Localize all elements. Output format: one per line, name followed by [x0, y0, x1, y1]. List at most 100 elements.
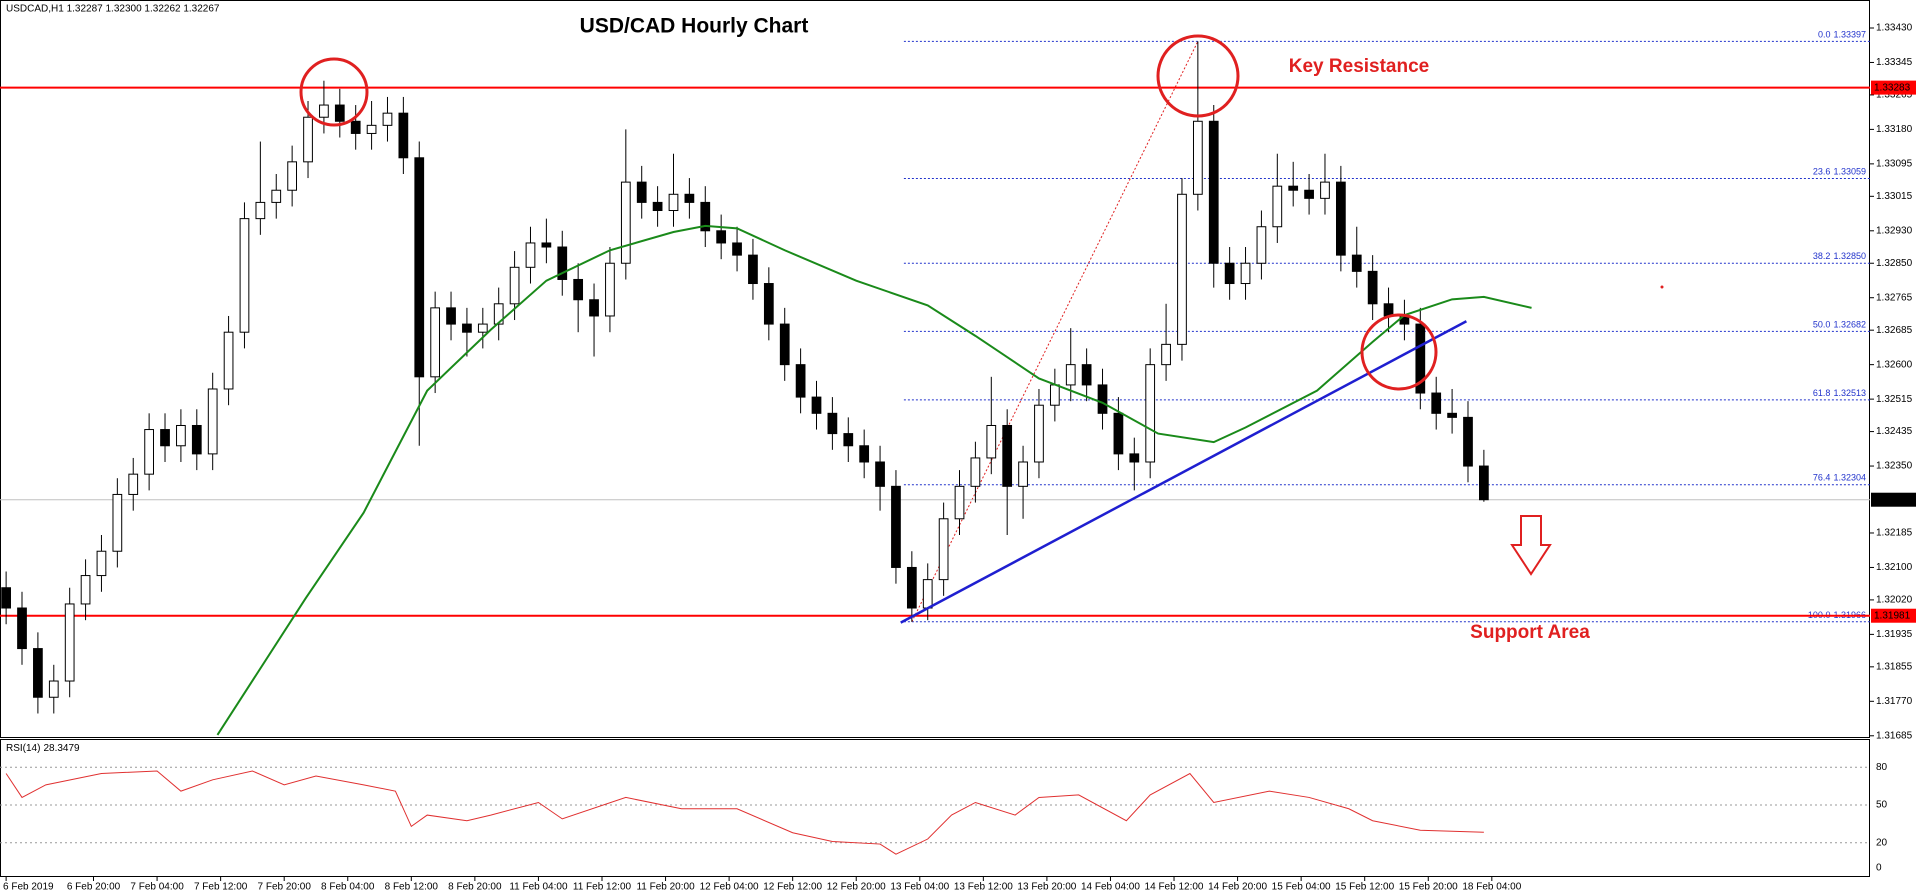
fib-price-label: 1.32850	[1833, 252, 1866, 262]
dot	[1660, 285, 1664, 289]
fib-level-label: 61.8	[1813, 388, 1831, 398]
x-tick-label: 13 Feb 12:00	[954, 882, 1013, 893]
rsi-tick-label: 0	[1876, 863, 1882, 874]
y-tick-label: 1.31685	[1876, 730, 1913, 741]
candle-body	[33, 648, 43, 698]
x-tick-label: 18 Feb 04:00	[1462, 882, 1521, 893]
y-tick-label: 1.33095	[1876, 159, 1913, 170]
y-tick-label: 1.33265	[1876, 90, 1913, 101]
y-tick-label: 1.32685	[1876, 325, 1913, 336]
candle-body	[255, 201, 266, 220]
y-tick-label: 1.32850	[1876, 258, 1913, 269]
candle-body	[859, 445, 870, 463]
candle-body	[843, 433, 854, 447]
candle-body	[1192, 120, 1203, 195]
x-tick-label: 11 Feb 20:00	[636, 882, 695, 893]
candle-body	[1177, 193, 1187, 345]
candle-body	[1065, 364, 1076, 386]
fib-label: 0.0 1.33397	[1818, 30, 1866, 40]
x-tick-label: 6 Feb 2019	[3, 882, 54, 893]
y-tick-label: 1.32020	[1876, 595, 1913, 606]
candle-body	[1479, 465, 1489, 501]
candle-body	[1431, 392, 1442, 414]
candle-body	[128, 473, 139, 495]
x-tick-label: 7 Feb 12:00	[194, 882, 248, 893]
fib-swing-line	[911, 41, 1199, 623]
candle-body	[1383, 303, 1394, 317]
x-tick-label: 11 Feb 04:00	[509, 882, 568, 893]
y-tick-label: 1.32350	[1876, 461, 1913, 472]
x-tick-label: 14 Feb 20:00	[1208, 882, 1267, 893]
candle-body	[557, 246, 568, 280]
candle-body	[1463, 416, 1473, 467]
x-tick-label: 13 Feb 04:00	[890, 882, 949, 893]
candle-body	[1224, 262, 1235, 285]
candle-body	[382, 112, 393, 126]
candle-body	[191, 424, 202, 455]
candle-body	[1, 587, 11, 609]
candle-body	[17, 607, 27, 650]
header: USDCAD,H1 1.32287 1.32300 1.32262 1.3226…	[6, 4, 220, 15]
price-tag	[1871, 80, 1916, 95]
price-tag	[1871, 492, 1916, 507]
candle-body	[668, 193, 679, 212]
rsi-name: RSI(14)	[6, 743, 40, 754]
rsi-value: 28.3479	[43, 743, 80, 754]
candle-body	[1049, 384, 1060, 406]
candle-body	[319, 104, 329, 118]
candle-body	[334, 104, 345, 122]
chart-title: USD/CAD Hourly Chart	[580, 15, 809, 38]
y-tick-label: 1.32515	[1876, 394, 1913, 405]
fib-price-label: 1.32304	[1833, 473, 1866, 483]
candle-body	[954, 485, 965, 520]
candle-body	[144, 429, 154, 475]
fib-level-label: 50.0	[1813, 320, 1831, 330]
candle-body	[541, 242, 552, 248]
candle-body	[700, 201, 711, 232]
candle-body	[875, 461, 885, 487]
y-tick-label: 1.32930	[1876, 225, 1913, 236]
candle-body	[732, 242, 742, 256]
candle-body	[1002, 424, 1013, 487]
candle-body	[509, 266, 520, 305]
fib-label: 23.6 1.33059	[1813, 167, 1866, 177]
candle-body	[430, 307, 441, 378]
fib-label: 76.4 1.32304	[1813, 473, 1866, 483]
x-tick-label: 15 Feb 12:00	[1335, 882, 1394, 893]
candle-body	[398, 112, 409, 159]
fib-price-label: 1.33059	[1833, 167, 1866, 177]
candle-body	[636, 181, 647, 203]
candle-body	[891, 485, 901, 568]
candle-body	[795, 364, 806, 398]
candle-body	[1145, 364, 1156, 463]
candle-body	[1081, 364, 1092, 386]
fib-price-label: 1.33397	[1833, 30, 1866, 40]
y-tick-label: 1.33345	[1876, 57, 1913, 68]
y-tick-label: 1.32100	[1876, 562, 1913, 573]
candle-body	[1018, 461, 1028, 487]
candle-body	[477, 323, 488, 333]
candle-body	[525, 242, 536, 268]
y-tick-label: 1.32765	[1876, 292, 1913, 303]
candle-body	[446, 307, 456, 325]
resistance-label: Key Resistance	[1289, 56, 1429, 77]
x-tick-label: 14 Feb 12:00	[1145, 882, 1204, 893]
candle-body	[303, 116, 313, 163]
candle-body	[1256, 226, 1267, 264]
candle-body	[1447, 412, 1457, 418]
rsi-tick-label: 20	[1876, 837, 1888, 848]
fib-level-label: 38.2	[1813, 252, 1831, 262]
candle-body	[1335, 181, 1346, 256]
candle-body	[1415, 323, 1426, 394]
candle-body	[1240, 262, 1251, 285]
candle-body	[287, 161, 298, 191]
x-tick-label: 12 Feb 04:00	[700, 882, 759, 893]
candle-body	[652, 201, 663, 212]
x-tick-label: 15 Feb 04:00	[1272, 882, 1331, 893]
x-tick-label: 7 Feb 20:00	[258, 882, 312, 893]
candle-body	[1129, 453, 1140, 463]
x-tick-label: 14 Feb 04:00	[1081, 882, 1140, 893]
highlight-circle	[299, 57, 369, 127]
candle-body	[1320, 181, 1330, 199]
candle-body	[589, 299, 599, 317]
